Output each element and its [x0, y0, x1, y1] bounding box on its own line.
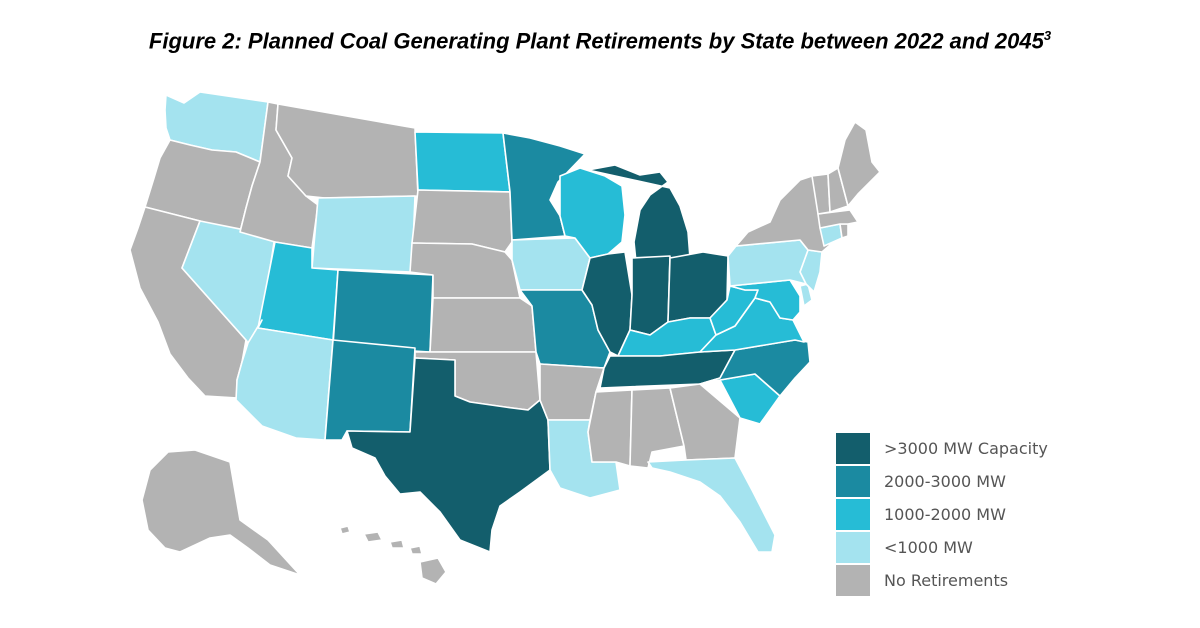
state-north-dakota — [414, 131, 511, 193]
state-pennsylvania — [727, 239, 809, 287]
state-tennessee — [599, 349, 736, 389]
state-alaska — [141, 449, 301, 576]
state-maine — [837, 121, 881, 207]
state-rhode-island — [839, 223, 849, 239]
legend-swatch-lt1000 — [836, 532, 870, 563]
state-mississippi — [587, 389, 633, 467]
figure-title-footnote: 3 — [1043, 28, 1052, 43]
state-new-mexico — [324, 339, 416, 441]
state-hawaii-island-5 — [419, 557, 447, 585]
figure-title-text: Figure 2: Planned Coal Generating Plant … — [148, 28, 1044, 54]
state-florida — [647, 457, 776, 553]
state-colorado — [332, 269, 434, 353]
figure-title: Figure 2: Planned Coal Generating Plant … — [0, 28, 1200, 54]
state-hawaii-island-1 — [339, 525, 351, 535]
state-massachusetts — [817, 209, 859, 229]
legend-label-1000-2000: 1000-2000 MW — [884, 505, 1006, 524]
state-wyoming — [311, 195, 416, 273]
state-michigan — [587, 164, 691, 263]
state-arizona — [235, 319, 334, 441]
legend-label-2000-3000: 2000-3000 MW — [884, 472, 1006, 491]
legend-item-2000-3000: 2000-3000 MW — [836, 465, 1048, 498]
legend-item-gt3000: >3000 MW Capacity — [836, 432, 1048, 465]
state-texas — [346, 357, 551, 553]
state-north-carolina — [699, 339, 811, 397]
state-wisconsin — [559, 167, 626, 259]
legend-label-gt3000: >3000 MW Capacity — [884, 439, 1048, 458]
state-hawaii-island-3 — [389, 539, 405, 549]
state-hawaii — [339, 525, 447, 585]
state-delaware — [799, 283, 813, 307]
legend-swatch-none — [836, 565, 870, 596]
state-minnesota — [502, 132, 586, 241]
legend-label-none: No Retirements — [884, 571, 1009, 590]
state-indiana — [629, 255, 671, 336]
state-iowa — [511, 237, 591, 291]
state-kansas — [429, 297, 537, 353]
state-montana — [275, 103, 419, 199]
state-maryland — [729, 279, 801, 321]
state-hawaii-island-2 — [363, 531, 383, 543]
legend-item-1000-2000: 1000-2000 MW — [836, 498, 1048, 531]
legend-swatch-gt3000 — [836, 433, 870, 464]
map-legend: >3000 MW Capacity 2000-3000 MW 1000-2000… — [836, 432, 1048, 597]
legend-item-none: No Retirements — [836, 564, 1048, 597]
legend-item-lt1000: <1000 MW — [836, 531, 1048, 564]
legend-swatch-2000-3000 — [836, 466, 870, 497]
legend-label-lt1000: <1000 MW — [884, 538, 973, 557]
state-hawaii-island-4 — [409, 545, 423, 555]
legend-swatch-1000-2000 — [836, 499, 870, 530]
